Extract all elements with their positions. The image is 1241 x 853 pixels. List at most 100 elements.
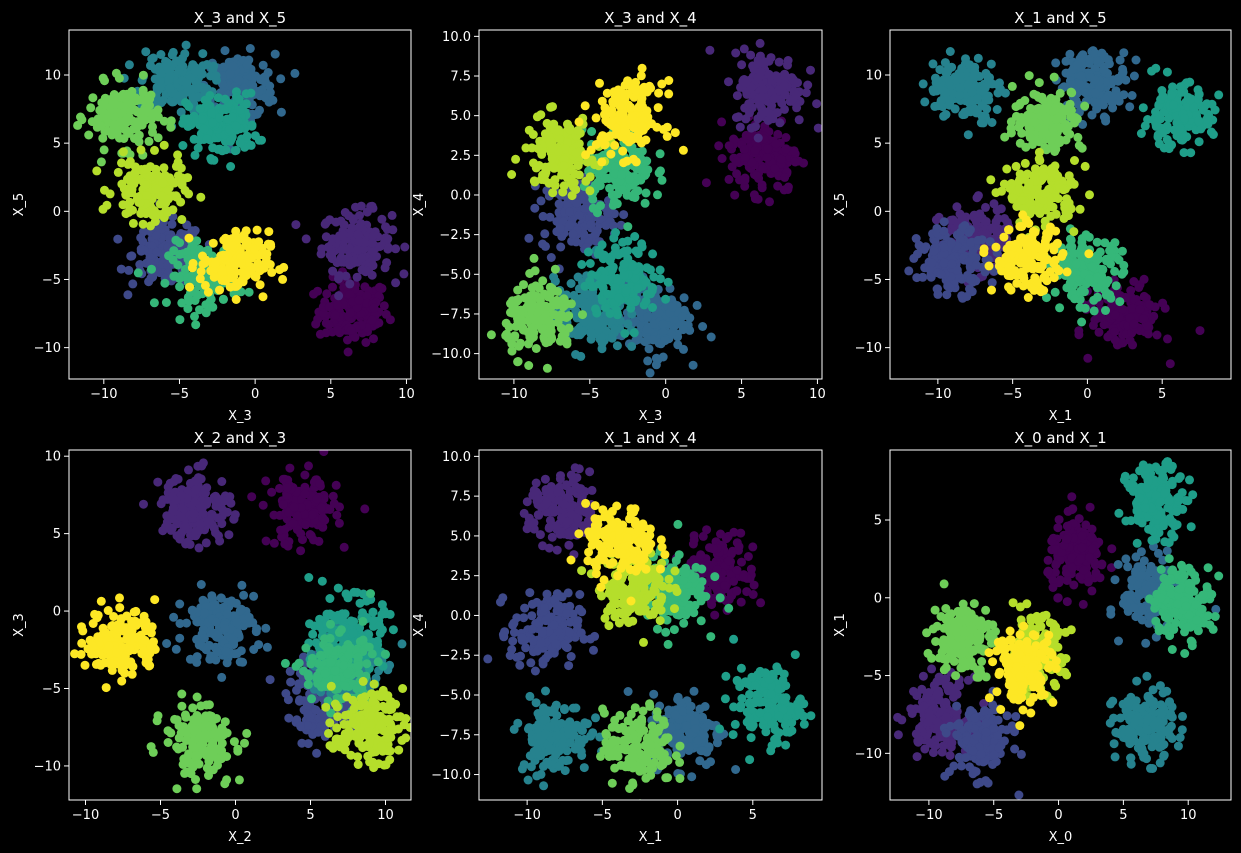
scatter-point xyxy=(1077,237,1087,247)
y-tick-label: 10 xyxy=(44,68,61,83)
scatter-point xyxy=(586,328,596,338)
scatter-point xyxy=(168,97,178,107)
scatter-point xyxy=(1106,259,1115,269)
cluster-1 xyxy=(291,201,410,301)
scatter-point xyxy=(519,280,528,290)
scatter-point xyxy=(540,129,550,139)
scatter-point xyxy=(1139,274,1149,284)
scatter-point xyxy=(745,131,755,141)
scatter-point xyxy=(664,76,674,85)
scatter-point xyxy=(96,121,106,131)
scatter-point xyxy=(213,144,223,154)
scatter-point xyxy=(178,53,187,63)
scatter-point xyxy=(586,334,596,344)
scatter-point xyxy=(748,61,758,71)
scatter-point xyxy=(970,66,980,76)
scatter-point xyxy=(183,304,193,314)
cluster-0 xyxy=(1074,274,1205,369)
scatter-point xyxy=(1062,267,1072,277)
scatter-point xyxy=(549,163,559,173)
scatter-point xyxy=(368,261,378,271)
subplot-title: X_3 and X_5 xyxy=(194,9,286,28)
scatter-point xyxy=(1035,156,1045,166)
scatter-point xyxy=(1011,161,1021,171)
scatter-point xyxy=(973,53,983,63)
x-tick-label: −10 xyxy=(500,387,527,402)
scatter-point xyxy=(550,276,560,286)
scatter-point xyxy=(1077,251,1087,261)
y-tick-label: −5 xyxy=(863,273,882,288)
scatter-point xyxy=(547,154,557,164)
scatter-point xyxy=(1051,114,1061,124)
scatter-point xyxy=(321,218,331,228)
scatter-point xyxy=(1136,129,1146,138)
scatter-point xyxy=(250,271,260,281)
scatter-point xyxy=(1214,90,1224,100)
scatter-point xyxy=(330,310,340,320)
scatter-point xyxy=(250,244,260,254)
scatter-point xyxy=(620,329,630,338)
scatter-point xyxy=(1135,304,1145,314)
scatter-point xyxy=(787,95,797,105)
scatter-point xyxy=(152,247,162,257)
scatter-point xyxy=(677,312,687,322)
scatter-point xyxy=(1080,303,1090,313)
scatter-point xyxy=(139,245,149,255)
scatter-point xyxy=(141,180,150,190)
scatter-point xyxy=(971,260,981,270)
scatter-point xyxy=(587,282,597,292)
scatter-point xyxy=(163,194,173,204)
scatter-point xyxy=(936,96,946,106)
scatter-point xyxy=(1018,281,1028,291)
scatter-point xyxy=(637,63,647,73)
scatter-point xyxy=(328,266,338,276)
scatter-point xyxy=(638,102,647,112)
scatter-point xyxy=(1165,359,1175,369)
scatter-point xyxy=(184,296,194,306)
scatter-point xyxy=(148,53,158,63)
scatter-point xyxy=(1081,230,1091,240)
scatter-point xyxy=(542,363,552,373)
scatter-point xyxy=(118,147,128,157)
scatter-point xyxy=(801,88,811,98)
scatter-point xyxy=(962,292,972,301)
scatter-point xyxy=(618,114,628,124)
scatter-point xyxy=(1023,293,1033,302)
scatter-point xyxy=(549,119,559,129)
scatter-point xyxy=(739,145,749,155)
scatter-point xyxy=(1143,329,1153,339)
y-tick-label: 10.0 xyxy=(442,30,471,45)
scatter-point xyxy=(1029,89,1039,99)
scatter-point xyxy=(751,171,761,181)
scatter-point xyxy=(573,126,583,135)
scatter-point xyxy=(1145,300,1155,310)
scatter-point xyxy=(561,300,570,310)
scatter-point xyxy=(724,174,734,184)
scatter-point xyxy=(105,189,115,199)
scatter-point xyxy=(1099,100,1108,110)
scatter-point xyxy=(168,255,178,265)
scatter-point xyxy=(976,118,986,128)
scatter-point xyxy=(291,220,301,230)
scatter-point xyxy=(629,154,638,164)
points-group xyxy=(486,38,822,378)
scatter-point xyxy=(731,156,741,166)
scatter-point xyxy=(670,128,680,138)
scatter-point xyxy=(653,103,663,113)
scatter-point xyxy=(669,315,679,324)
scatter-point xyxy=(128,279,138,289)
scatter-point xyxy=(918,272,928,282)
scatter-point xyxy=(597,240,607,250)
scatter-point xyxy=(568,229,578,239)
scatter-point xyxy=(331,217,341,227)
scatter-point xyxy=(645,368,655,378)
scatter-point xyxy=(356,219,366,228)
scatter-point xyxy=(211,71,221,81)
scatter-point xyxy=(918,79,928,89)
cluster-8 xyxy=(507,102,616,201)
scatter-point xyxy=(679,344,688,354)
scatter-point xyxy=(340,208,350,217)
scatter-point xyxy=(964,257,974,267)
scatter-point xyxy=(513,357,523,367)
scatter-point xyxy=(952,202,962,212)
